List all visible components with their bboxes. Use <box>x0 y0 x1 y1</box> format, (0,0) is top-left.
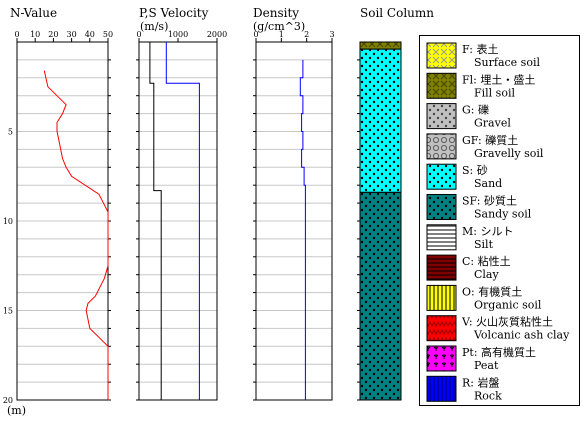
nvalue-chart-depth-tick-label: 20 <box>3 396 13 405</box>
legend-label-v: V: 火山灰質粘性土 <box>461 315 553 329</box>
legend-english-v: Volcanic ash clay <box>473 329 570 342</box>
density-chart-x-tick-label: 2 <box>304 30 309 39</box>
legend-label-c: C: 粘性土 <box>462 254 511 268</box>
velocity-chart-title: P,S Velocity <box>139 6 209 20</box>
density-chart-series-0 <box>299 59 306 400</box>
nvalue-chart-x-tick-label: 20 <box>48 30 58 39</box>
legend-swatch-gf <box>426 133 457 160</box>
velocity-chart-series-0 <box>165 42 200 400</box>
nvalue-chart-depth-tick-label: 15 <box>3 307 13 316</box>
density-chart: 0 1 2 3 <box>253 30 335 401</box>
velocity-chart-unit: (m/s) <box>140 20 168 33</box>
velocity-chart-x-tick-label: 1000 <box>168 30 188 39</box>
nvalue-chart-series-0 <box>43 70 109 400</box>
legend-swatch-r <box>426 375 457 402</box>
nvalue-chart-depth-tick-label: 10 <box>3 217 13 226</box>
legend-swatch-f <box>426 42 457 69</box>
legend-swatch-fl <box>426 72 457 99</box>
legend-label-r: R: 岩盤 <box>462 375 500 389</box>
legend-swatch-g <box>426 103 457 130</box>
legend-label-m: M: シルト <box>462 225 513 238</box>
velocity-chart: 0 1000 2000 <box>136 30 227 401</box>
legend-swatch-v <box>426 315 457 342</box>
legend-label-f: F: 表土 <box>462 42 498 56</box>
legend-label-gf: GF: 礫質土 <box>462 133 518 147</box>
legend-label-o: O: 有機質土 <box>462 284 522 298</box>
density-chart-x-tick-label: 1 <box>279 30 284 39</box>
legend-label-s: S: 砂 <box>462 164 488 177</box>
legend-english-pt: Peat <box>474 359 499 372</box>
density-chart-unit: (g/cm^3) <box>253 20 305 33</box>
legend-swatch-m <box>426 224 457 251</box>
legend-english-g: Gravel <box>474 117 511 130</box>
velocity-chart-x-tick-label: 0 <box>136 30 141 39</box>
legend-english-s: Sand <box>474 177 502 190</box>
density-chart-x-tick-label: 3 <box>329 30 334 39</box>
legend-swatch-c <box>426 254 457 281</box>
density-chart-x-tick-label: 0 <box>253 30 258 39</box>
legend-english-fl: Fill soil <box>474 86 515 99</box>
soil-layer-sf <box>359 191 402 401</box>
legend-english-o: Organic soil <box>474 298 542 311</box>
nvalue-chart-x-tick-label: 30 <box>67 30 77 39</box>
legend-label-g: G: 礫 <box>462 103 489 117</box>
legend-english-sf: Sandy soil <box>474 208 532 221</box>
legend-english-gf: Gravelly soil <box>474 147 544 160</box>
soil-layer-s <box>359 48 402 193</box>
legend-swatch-o <box>426 284 457 311</box>
soil-column-title: Soil Column <box>360 6 434 20</box>
legend-english-m: Silt <box>474 238 494 251</box>
legend-english-c: Clay <box>474 268 499 281</box>
legend-label-sf: SF: 砂質土 <box>462 194 517 208</box>
nvalue-chart-x-tick-label: 50 <box>103 30 113 39</box>
velocity-chart-series-1 <box>149 42 162 400</box>
nvalue-chart-depth-tick-label: 5 <box>8 128 13 137</box>
nvalue-chart-title: N-Value <box>10 6 57 20</box>
nvalue-chart: 0 10 20 30 40 50 5 10 15 20 <box>3 30 113 405</box>
legend-english-f: Surface soil <box>474 56 540 69</box>
nvalue-chart-x-tick-label: 10 <box>30 30 40 39</box>
legend-swatch-pt <box>426 345 457 372</box>
legend-box <box>419 35 580 406</box>
nvalue-chart-x-tick-label: 40 <box>85 30 95 39</box>
velocity-chart-x-tick-label: 2000 <box>207 30 227 39</box>
legend-swatch-s <box>426 163 457 190</box>
legend-swatch-sf <box>426 194 457 220</box>
legend-label-pt: Pt: 高有機質土 <box>462 345 536 359</box>
nvalue-chart-x-tick-label: 0 <box>14 30 19 39</box>
density-chart-title: Density <box>253 6 299 20</box>
soil-layer-fl <box>359 41 402 50</box>
depth-unit-label: (m) <box>7 404 26 417</box>
legend-english-r: Rock <box>474 389 502 402</box>
legend-label-fl: Fl: 埋土・盛土 <box>462 72 535 86</box>
